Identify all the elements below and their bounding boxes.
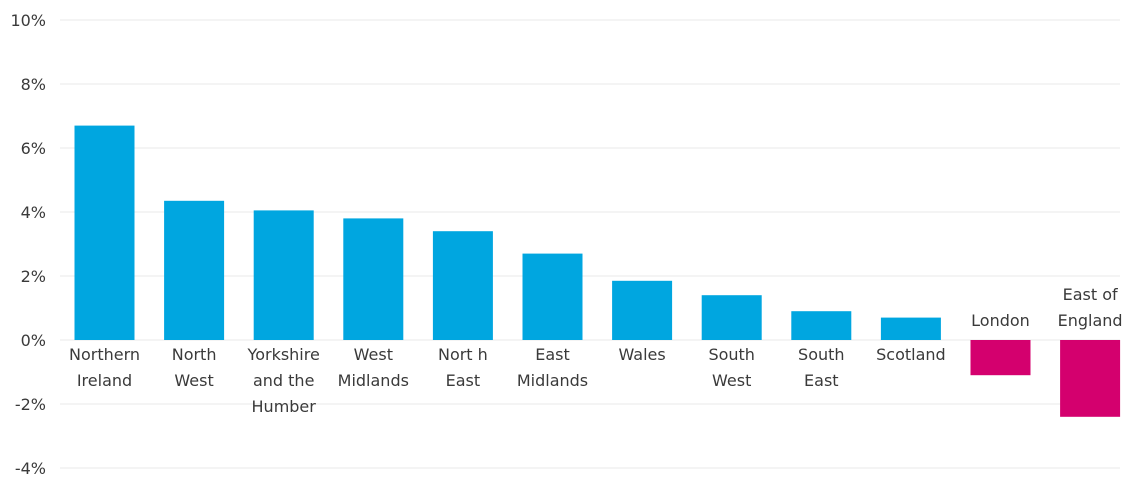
bar [970,340,1031,376]
bar [880,317,941,340]
y-tick-label: 6% [21,139,46,158]
y-tick-label: 0% [21,331,46,350]
bar [522,253,583,340]
y-tick-label: 10% [10,11,46,30]
y-tick-label: 4% [21,203,46,222]
category-label: London [971,311,1030,330]
bar [74,125,135,340]
category-label: East of England [1058,285,1123,330]
category-label: Nort h East [438,345,488,390]
bar [253,210,314,340]
category-label: Wales [618,345,665,364]
category-label: Scotland [876,345,946,364]
category-label: South East [798,345,845,390]
bar [343,218,404,340]
bar [164,200,225,340]
bar [612,280,673,340]
y-axis-ticks: 10% 8% 6% 4% 2% 0% -2% -4% [10,11,46,477]
category-label: West Midlands [338,345,409,390]
category-label: East Midlands [517,345,588,390]
y-tick-label: 2% [21,267,46,286]
gridlines [60,19,1120,469]
bar [1060,340,1121,417]
y-tick-label: -2% [15,395,46,414]
y-tick-label: -4% [15,459,46,477]
category-label: Northern Ireland [69,345,140,390]
bar [701,295,762,340]
y-tick-label: 8% [21,75,46,94]
category-labels: Northern Ireland North West Yorkshire and the… [69,285,1123,416]
category-label: North West [172,345,217,390]
bars [74,125,1121,417]
category-label: Yorkshire and the Humber [247,345,320,416]
bar [791,311,852,340]
category-label: South West [708,345,755,390]
bar [432,231,493,340]
